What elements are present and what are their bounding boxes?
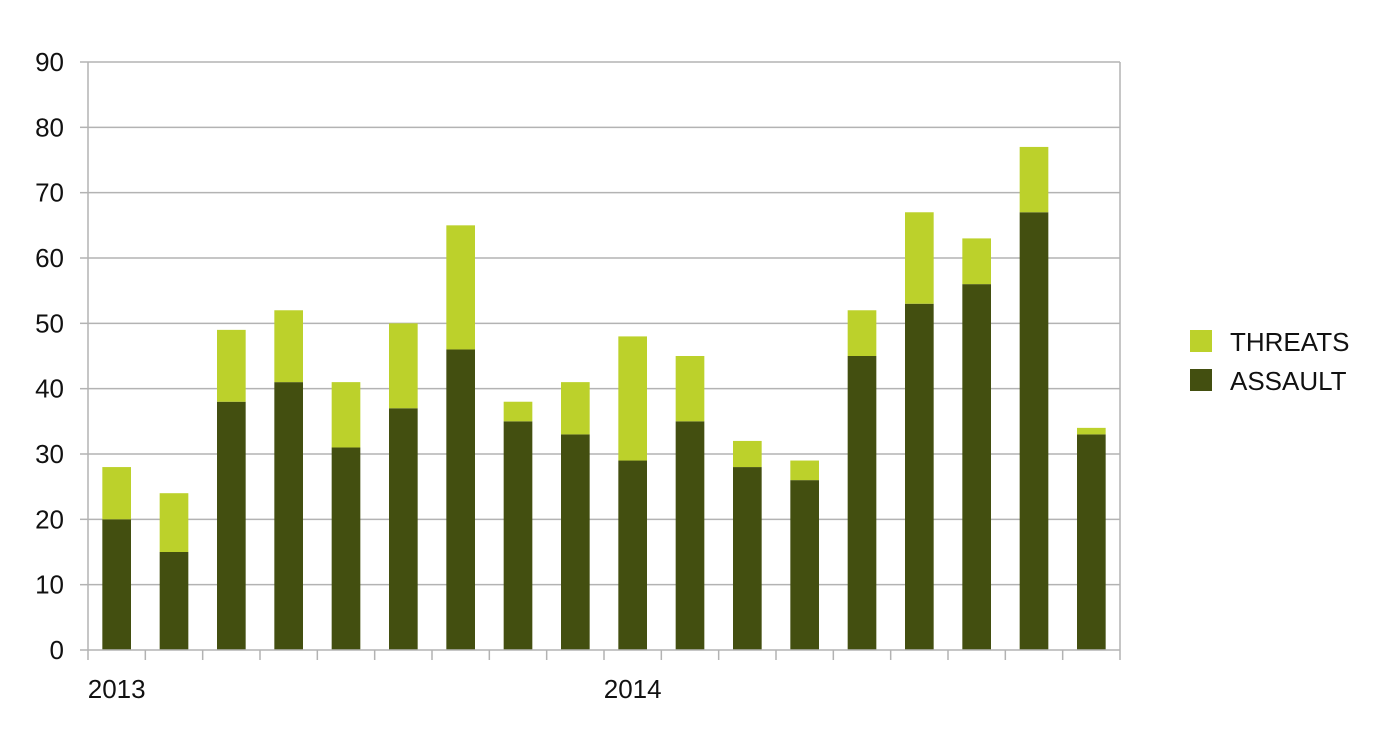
- y-tick-label: 10: [35, 570, 64, 600]
- bar-assault: [102, 519, 131, 650]
- y-tick-label: 90: [35, 47, 64, 77]
- y-tick-label: 50: [35, 308, 64, 338]
- bar-threats: [847, 310, 877, 356]
- bar-threats: [217, 329, 246, 402]
- legend-swatch-assault: [1190, 369, 1212, 391]
- bar-assault: [847, 356, 877, 650]
- gridlines: [88, 61, 1120, 586]
- bar-threats: [1077, 427, 1106, 435]
- bar-assault: [389, 408, 418, 650]
- bar-assault: [561, 434, 590, 650]
- bar-assault: [1077, 434, 1106, 650]
- bar-threats: [733, 440, 762, 468]
- bar-threats: [790, 460, 819, 481]
- bar-threats: [159, 493, 189, 552]
- bar-threats: [102, 467, 131, 520]
- y-tick-label: 70: [35, 178, 64, 208]
- bar-assault: [905, 303, 934, 650]
- y-tick-label: 60: [35, 243, 64, 273]
- legend-swatch-threats: [1190, 330, 1212, 352]
- bar-threats: [503, 401, 533, 422]
- bar-threats: [331, 382, 361, 448]
- legend-label-assault: ASSAULT: [1230, 366, 1347, 396]
- legend-label-threats: THREATS: [1230, 327, 1349, 357]
- bar-assault: [446, 349, 475, 650]
- bar-assault: [675, 421, 705, 650]
- bar-assault: [790, 480, 819, 650]
- bar-assault: [618, 460, 647, 650]
- bar-assault: [331, 447, 361, 650]
- x-tick-labels: 2013 2014: [88, 674, 662, 704]
- bar-assault: [962, 284, 991, 650]
- x-tick-label: 2013: [88, 674, 146, 704]
- bar-threats: [618, 336, 647, 461]
- y-tick-label: 30: [35, 439, 64, 469]
- bar-threats: [962, 238, 991, 285]
- bar-threats: [561, 382, 590, 435]
- x-tick-label: 2014: [604, 674, 662, 704]
- bar-threats: [905, 212, 934, 304]
- y-tick-label: 80: [35, 112, 64, 142]
- bar-assault: [217, 401, 246, 650]
- bar-threats: [1019, 146, 1049, 213]
- y-tick-label: 20: [35, 504, 64, 534]
- y-tick-labels: 0 10 20 30 40 50 60 70 80 90: [35, 47, 64, 665]
- bar-assault: [1019, 212, 1049, 650]
- bars: [102, 146, 1106, 650]
- bar-threats: [389, 323, 418, 409]
- axes: [80, 61, 1121, 660]
- y-tick-label: 40: [35, 374, 64, 404]
- bar-threats: [675, 356, 705, 422]
- bar-assault: [503, 421, 533, 650]
- bar-threats: [446, 225, 475, 350]
- y-tick-label: 0: [50, 635, 64, 665]
- bar-assault: [274, 382, 303, 650]
- bar-assault: [159, 552, 189, 650]
- legend: THREATS ASSAULT: [1190, 327, 1349, 396]
- bar-threats: [274, 310, 303, 383]
- bar-assault: [733, 467, 762, 650]
